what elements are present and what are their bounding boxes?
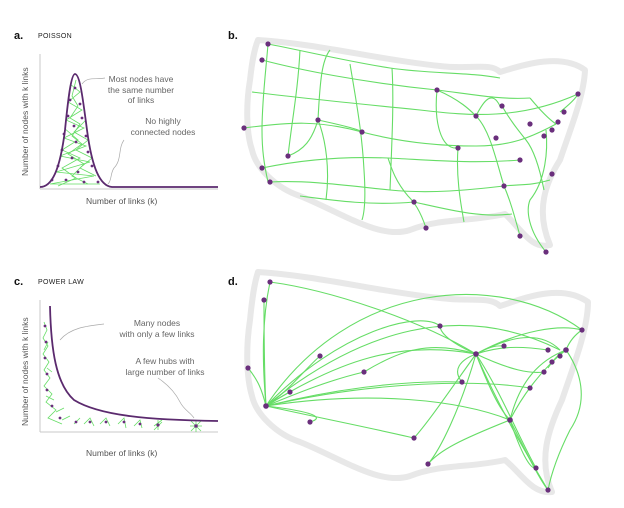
annot-line: A few hubs with — [135, 356, 195, 366]
random-network-map — [241, 37, 588, 255]
powerlaw-callout-2 — [157, 377, 195, 419]
poisson-curve — [39, 73, 218, 188]
annot-line: with only a few links — [119, 328, 195, 339]
us-outline-d — [244, 269, 591, 496]
powerlaw-x-label: Number of links (k) — [86, 448, 158, 458]
powerlaw-nodes — [43, 324, 198, 428]
poisson-chart — [39, 54, 218, 190]
panel-b-letter: b. — [228, 30, 238, 42]
panel-a-letter: a. — [14, 30, 24, 42]
poisson-y-label: Number of nodes with k links — [20, 67, 30, 176]
poisson-annotation-2: No highly connected nodes — [120, 116, 206, 137]
poisson-annotation-1: Most nodes have the same number of links — [100, 74, 182, 106]
annot-line: large number of links — [125, 366, 205, 377]
annot-line: the same number — [107, 84, 175, 95]
annot-line: No highly — [145, 116, 181, 126]
panel-d-letter: d. — [228, 276, 238, 288]
poisson-x-label: Number of links (k) — [86, 196, 158, 206]
annot-line: Most nodes have — [108, 74, 174, 84]
hub-nodes — [245, 279, 585, 493]
random-links — [243, 43, 579, 253]
us-outline-b — [244, 37, 588, 249]
poisson-callout-1 — [81, 77, 106, 85]
panel-c-letter: c. — [14, 276, 24, 288]
random-nodes — [241, 41, 581, 255]
scale-free-network-map — [244, 269, 591, 496]
powerlaw-annotation-1: Many nodes with only a few links — [104, 318, 210, 339]
panel-c-title: POWER LAW — [38, 279, 84, 286]
hub-links — [247, 281, 583, 491]
powerlaw-annotation-2: A few hubs with large number of links — [112, 356, 218, 377]
poisson-callout-2 — [107, 139, 125, 185]
powerlaw-chart — [39, 300, 219, 433]
annot-line: of links — [127, 95, 155, 105]
powerlaw-curve — [49, 305, 219, 422]
poisson-node-cluster — [49, 79, 100, 187]
powerlaw-y-label: Number of nodes with k links — [20, 317, 30, 426]
panel-a-title: POISSON — [38, 33, 72, 40]
powerlaw-callout-1 — [59, 323, 105, 341]
annot-line: Many nodes — [133, 318, 181, 328]
annot-line: connected nodes — [130, 126, 196, 137]
